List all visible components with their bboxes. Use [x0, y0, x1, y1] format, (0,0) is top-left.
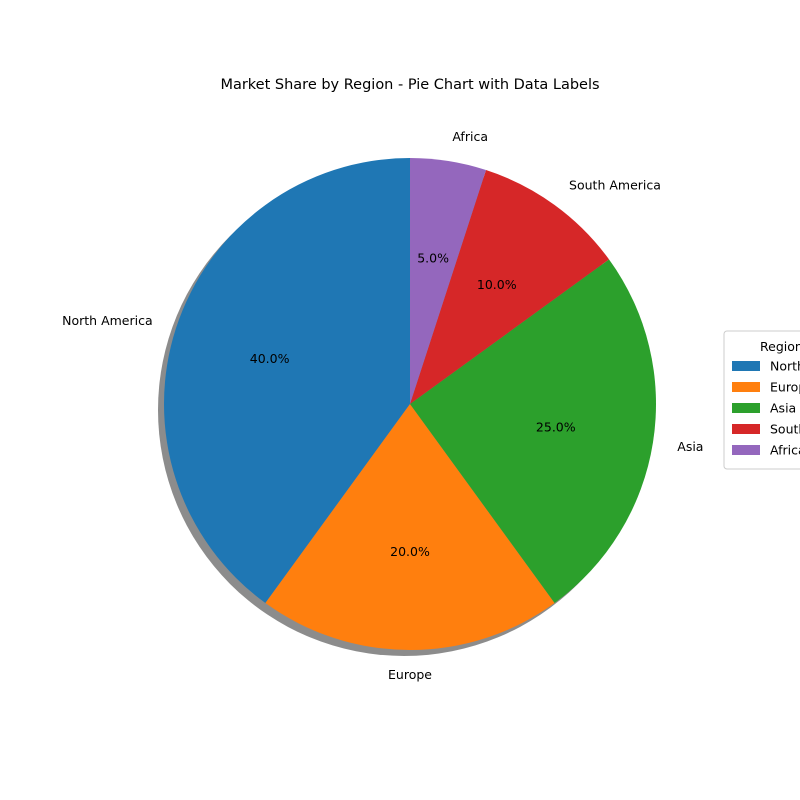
slice-label-africa: Africa	[452, 129, 488, 144]
pie-slices	[163, 158, 656, 650]
legend-label-europe: Europe	[770, 380, 800, 395]
percent-label-asia: 25.0%	[536, 420, 576, 435]
slice-labels: North America Europe Asia South America Afri…	[62, 129, 703, 682]
legend-label-south-america: South America	[770, 422, 800, 437]
legend-label-north-america: North America	[770, 359, 800, 374]
legend-label-africa: Africa	[770, 443, 800, 458]
slice-label-europe: Europe	[388, 667, 432, 682]
percent-label-africa: 5.0%	[417, 251, 449, 266]
slice-africa	[410, 158, 487, 404]
slice-label-north-america: North America	[62, 313, 153, 328]
legend-label-asia: Asia	[770, 401, 796, 416]
percent-labels: 40.0% 20.0% 25.0% 10.0% 5.0%	[250, 251, 576, 559]
legend-swatch-africa	[732, 445, 760, 455]
slice-south-america	[410, 170, 610, 404]
chart-title: Market Share by Region - Pie Chart with …	[220, 77, 599, 93]
legend-swatch-asia	[732, 403, 760, 413]
legend-title: Regions	[760, 339, 800, 354]
percent-label-north-america: 40.0%	[250, 351, 290, 366]
legend-swatch-south-america	[732, 424, 760, 434]
percent-label-south-america: 10.0%	[477, 277, 517, 292]
slice-north-america	[163, 158, 410, 604]
legend-swatch-europe	[732, 382, 760, 392]
slice-label-asia: Asia	[677, 439, 703, 454]
slice-asia	[410, 259, 656, 604]
percent-label-europe: 20.0%	[390, 544, 430, 559]
legend-swatch-north-america	[732, 361, 760, 371]
slice-europe	[265, 404, 555, 650]
legend: Regions North America Europe Asia South Amer…	[723, 330, 800, 470]
slice-label-south-america: South America	[569, 178, 661, 193]
